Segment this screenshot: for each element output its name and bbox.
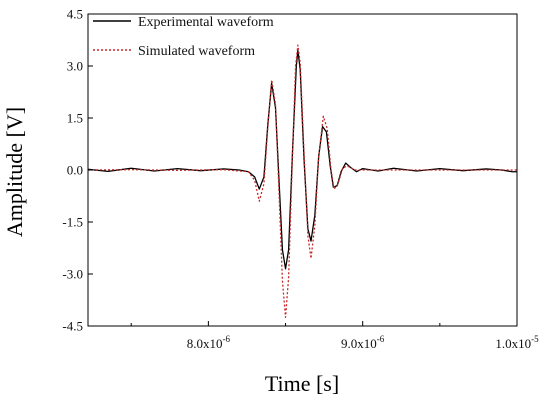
x-tick-mantissa: 8.0x10: [187, 336, 223, 351]
x-tick-mantissa: 1.0x10: [495, 336, 531, 351]
x-tick-label: 9.0x10-6: [341, 334, 385, 351]
plot-lines: [87, 44, 517, 318]
y-axis-title: Amplitude [V]: [2, 107, 27, 237]
legend: Experimental waveform Simulated waveform: [93, 15, 274, 59]
x-axis-title: Time [s]: [265, 371, 339, 396]
y-tick-label: 0.0: [67, 163, 83, 178]
series-line-simulated: [87, 44, 517, 318]
y-tick-label: 4.5: [67, 7, 83, 22]
legend-label-experimental: Experimental waveform: [138, 15, 274, 30]
legend-label-simulated: Simulated waveform: [138, 44, 255, 59]
y-tick-label: -4.5: [62, 319, 83, 334]
axis-ticks: 4.53.01.50.0-1.5-3.0-4.58.0x10-6 9.0x10-6…: [62, 7, 539, 352]
y-tick-label: -3.0: [62, 267, 83, 282]
y-tick-label: 3.0: [67, 59, 83, 74]
x-tick-mantissa: 9.0x10: [341, 336, 377, 351]
y-tick-label: -1.5: [62, 215, 83, 230]
y-tick-label: 1.5: [67, 111, 83, 126]
series-line-experimental: [87, 49, 517, 270]
x-tick-exponent: -6: [377, 334, 385, 344]
x-tick-exponent: -6: [222, 334, 230, 344]
x-tick-exponent: -5: [531, 334, 539, 344]
x-tick-label: 1.0x10-5: [495, 334, 539, 351]
x-tick-label: 8.0x10-6: [187, 334, 231, 351]
